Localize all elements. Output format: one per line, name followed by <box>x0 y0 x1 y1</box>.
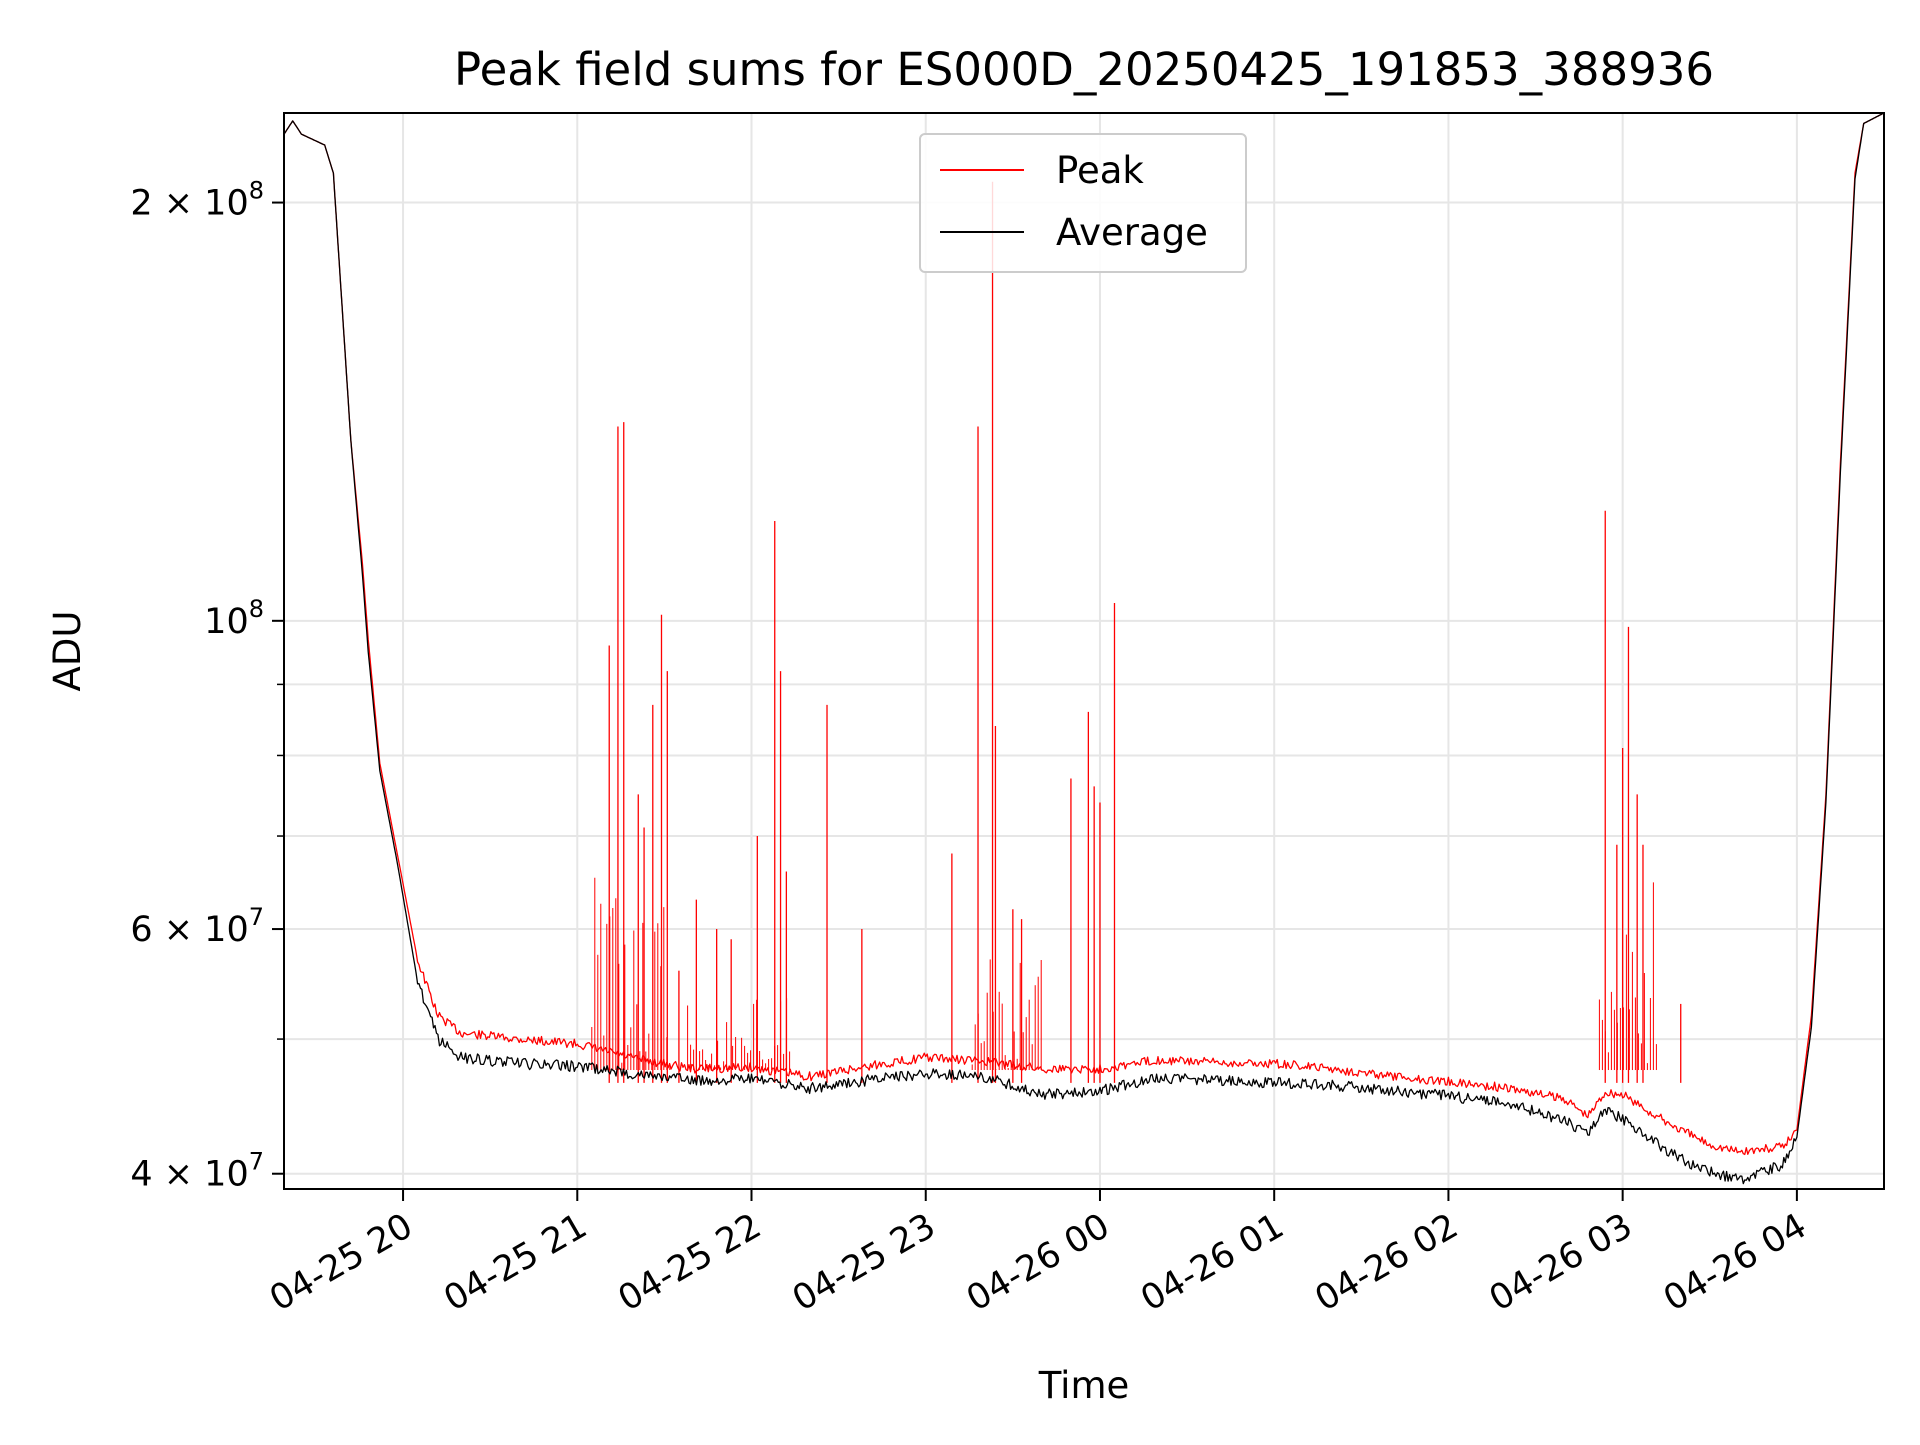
x-axis: 04-25 20 04-25 21 04-25 22 04-25 23 04-26 00… <box>263 1189 1813 1319</box>
plot-frame <box>283 112 1885 1190</box>
y-tick-label: 4 × 107 <box>130 1148 264 1195</box>
y-tick-label: 6 × 107 <box>130 903 264 950</box>
legend-box <box>919 133 1247 273</box>
legend-label-average: Average <box>1056 211 1208 254</box>
chart-title: Peak field sums for ES000D_20250425_1918… <box>454 43 1714 96</box>
x-tick-label: 04-25 23 <box>786 1206 942 1319</box>
plot-area <box>283 112 1885 1185</box>
legend-label-peak: Peak <box>1056 149 1144 192</box>
series-line-peak <box>283 112 1885 1156</box>
y-tick-label: 2 × 108 <box>130 177 264 224</box>
y-axis: 4 × 107 6 × 107 108 2 × 108 <box>130 177 284 1195</box>
series-line-average <box>283 112 1885 1185</box>
x-tick-label: 04-25 21 <box>437 1206 593 1319</box>
x-axis-label: Time <box>1038 1364 1130 1407</box>
x-tick-label: 04-26 00 <box>960 1206 1116 1319</box>
legend: Peak Average <box>919 133 1247 273</box>
y-axis-label: ADU <box>46 611 89 692</box>
x-tick-label: 04-25 22 <box>612 1206 768 1319</box>
x-tick-label: 04-26 01 <box>1134 1206 1290 1319</box>
x-tick-label: 04-26 03 <box>1483 1206 1639 1319</box>
y-tick-label: 108 <box>204 595 264 642</box>
x-tick-label: 04-25 20 <box>263 1206 419 1319</box>
x-tick-label: 04-26 02 <box>1309 1206 1465 1319</box>
x-tick-label: 04-26 04 <box>1657 1206 1813 1319</box>
